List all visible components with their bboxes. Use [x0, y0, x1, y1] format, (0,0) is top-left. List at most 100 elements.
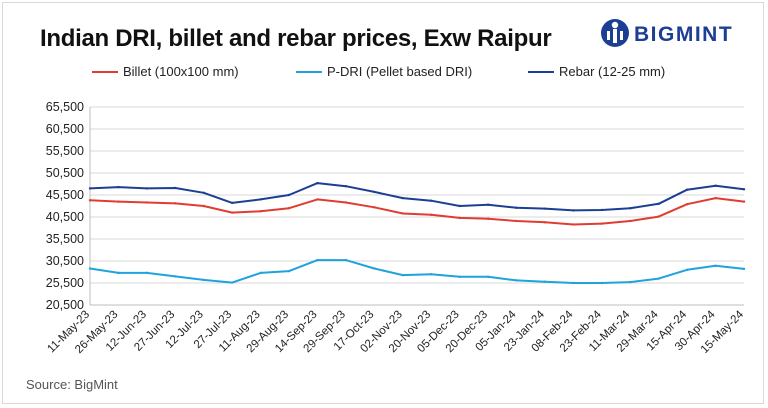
data-point: [117, 271, 120, 275]
y-tick-label: 60,500: [46, 122, 84, 136]
data-point: [373, 190, 376, 194]
data-point: [714, 196, 717, 200]
data-point: [373, 267, 376, 270]
data-point: [88, 187, 92, 190]
data-point: [145, 201, 149, 204]
data-point: [714, 184, 717, 187]
data-point: [259, 210, 262, 213]
data-point: [344, 185, 348, 188]
data-point: [117, 200, 120, 203]
data-point: [458, 216, 461, 220]
legend-swatch-pdri: [296, 70, 322, 73]
data-point: [174, 275, 177, 278]
data-point: [430, 273, 433, 276]
legend-item-billet: Billet (100x100 mm): [92, 64, 239, 79]
data-point: [742, 200, 746, 203]
data-point: [373, 206, 376, 209]
series-lines: [88, 181, 746, 285]
series-line-2: [89, 182, 745, 212]
data-point: [401, 212, 404, 215]
bigmint-logo-icon: [601, 19, 629, 47]
data-point: [543, 221, 547, 224]
data-point: [287, 269, 291, 273]
data-point: [316, 198, 319, 201]
chart-frame: [2, 2, 764, 404]
data-point: [202, 204, 205, 208]
y-tick-label: 25,500: [46, 276, 84, 290]
data-point: [572, 281, 575, 285]
data-point: [515, 206, 518, 209]
y-tick-label: 35,500: [46, 232, 84, 246]
legend-item-pdri: P-DRI (Pellet based DRI): [296, 64, 472, 79]
data-point: [657, 215, 660, 218]
legend-label-pdri: P-DRI (Pellet based DRI): [327, 64, 473, 79]
data-point: [287, 207, 291, 210]
y-tick-label: 20,500: [46, 298, 84, 312]
data-point: [259, 198, 262, 201]
x-axis-ticks: 11-May-2326-May-2312-Jun-2327-Jun-2312-J…: [45, 308, 746, 356]
axes: [89, 107, 744, 306]
grid-lines: [90, 106, 744, 284]
data-point: [572, 223, 575, 226]
data-point: [174, 202, 177, 205]
data-point: [572, 209, 575, 212]
series-line-1: [89, 259, 745, 284]
y-tick-label: 30,500: [46, 254, 84, 268]
data-point: [401, 196, 404, 200]
y-tick-label: 55,500: [46, 144, 84, 158]
legend-label-rebar: Rebar (12-25 mm): [559, 64, 666, 79]
data-point: [600, 208, 604, 212]
data-point: [230, 281, 234, 284]
data-point: [430, 199, 433, 202]
data-point: [259, 271, 262, 275]
data-point: [685, 188, 689, 191]
data-point: [486, 217, 490, 220]
legend-item-rebar: Rebar (12-25 mm): [528, 64, 665, 79]
data-point: [742, 267, 746, 271]
data-point: [600, 281, 604, 285]
data-point: [202, 278, 205, 282]
series-line-0: [89, 197, 745, 226]
y-tick-label: 40,500: [46, 210, 84, 224]
legend-label-billet: Billet (100x100 mm): [123, 64, 239, 79]
data-point: [230, 201, 234, 205]
data-point: [685, 268, 689, 271]
data-point: [515, 219, 518, 223]
data-point: [88, 267, 92, 270]
data-point: [287, 193, 291, 197]
data-point: [145, 271, 149, 275]
data-point: [543, 207, 547, 210]
data-point: [685, 203, 689, 206]
legend-swatch-billet: [92, 70, 118, 73]
data-point: [515, 279, 518, 282]
data-point: [117, 185, 120, 189]
legend-swatch-rebar: [528, 70, 554, 73]
data-point: [430, 213, 433, 216]
brand-name: BIGMINT: [634, 23, 734, 46]
chart-legend: Billet (100x100 mm) P-DRI (Pellet based …: [0, 64, 768, 82]
data-point: [486, 275, 490, 279]
data-point: [458, 204, 461, 208]
data-point: [486, 203, 490, 206]
data-point: [742, 188, 746, 191]
data-point: [230, 211, 234, 214]
brand-logo: BIGMINT: [600, 16, 760, 56]
data-point: [174, 186, 177, 190]
chart-title: Indian DRI, billet and rebar prices, Exw…: [40, 25, 552, 52]
data-point: [88, 199, 92, 202]
data-point: [458, 275, 461, 279]
data-point: [629, 219, 632, 223]
data-point: [657, 202, 660, 205]
data-point: [145, 187, 149, 190]
source-note: Source: BigMint: [26, 377, 118, 392]
data-point: [202, 191, 205, 194]
y-tick-label: 45,500: [46, 188, 84, 202]
data-point: [344, 258, 348, 262]
y-tick-label: 65,500: [46, 100, 84, 114]
data-point: [344, 201, 348, 204]
data-point: [629, 280, 632, 284]
data-point: [543, 280, 547, 283]
data-point: [401, 273, 404, 277]
data-point: [657, 277, 660, 280]
